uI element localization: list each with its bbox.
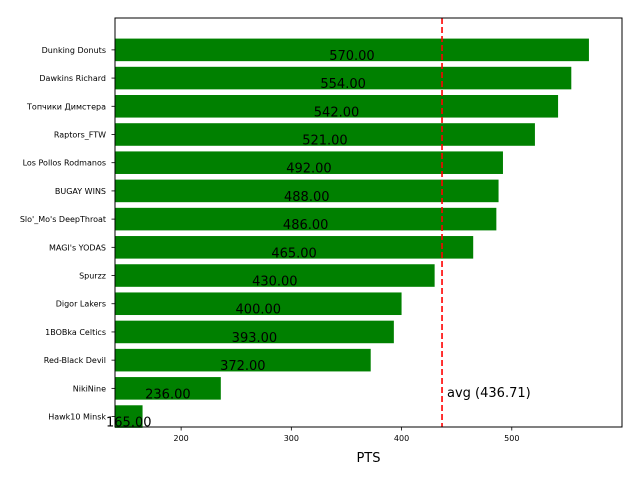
bar-value-label: 465.00 <box>271 246 317 261</box>
bar-value-label: 554.00 <box>320 77 366 92</box>
bar <box>115 292 402 316</box>
bar-value-label: 430.00 <box>252 275 298 290</box>
bar <box>115 207 497 231</box>
bar-value-label: 486.00 <box>283 218 329 233</box>
bar <box>115 66 572 90</box>
bar-value-label: 492.00 <box>286 162 332 177</box>
bar <box>115 320 394 344</box>
bar <box>115 179 499 203</box>
category-label: Hawk10 Minsk <box>48 413 106 422</box>
category-label: 1BOBka Celtics <box>45 328 106 337</box>
category-label: Топчики Димстера <box>26 102 106 111</box>
bar <box>115 236 474 259</box>
x-tick-label: 200 <box>173 434 188 443</box>
bar <box>115 38 589 62</box>
bar-value-label: 521.00 <box>302 133 348 148</box>
category-label: Los Pollos Rodmanos <box>23 159 106 168</box>
bar-value-label: 165.00 <box>106 416 152 431</box>
plot-frame <box>114 17 623 428</box>
bar <box>115 405 143 428</box>
bar-value-label: 570.00 <box>329 49 375 64</box>
category-label: Red-Black Devil <box>44 356 106 365</box>
bar <box>115 377 221 400</box>
x-axis-ticks: 200 300 400 500 <box>173 427 519 443</box>
bar <box>115 151 503 174</box>
category-label: BUGAY WINS <box>55 187 106 196</box>
bar-value-label: 488.00 <box>284 190 330 205</box>
bar <box>115 264 435 287</box>
bar <box>115 123 535 146</box>
bar <box>115 95 559 118</box>
category-label: MAGI's YODAS <box>49 243 106 252</box>
x-axis-label: PTS <box>356 451 380 466</box>
category-label: Slo'_Mo's DeepThroat <box>20 215 106 224</box>
bars-group <box>115 38 589 428</box>
category-label: Spurzz <box>79 272 106 281</box>
category-label: Digor Lakers <box>56 300 106 309</box>
average-label: avg (436.71) <box>447 386 531 401</box>
bar-value-label: 236.00 <box>145 387 191 402</box>
value-labels-group: 570.00 554.00 542.00 521.00 492.00 488.00 486.… <box>106 49 375 431</box>
bar-value-label: 372.00 <box>220 359 266 374</box>
bar-value-label: 542.00 <box>314 105 360 120</box>
y-axis-ticks: Dunking Donuts Dawkins Richard Топчики Дим… <box>20 46 115 422</box>
bar-value-label: 393.00 <box>232 331 278 346</box>
bar-value-label: 400.00 <box>236 303 282 318</box>
category-label: Raptors_FTW <box>54 130 106 139</box>
category-label: Dunking Donuts <box>42 46 106 55</box>
bar <box>115 348 371 372</box>
category-label: NikiNine <box>73 384 106 393</box>
x-tick-label: 300 <box>284 434 299 443</box>
x-tick-label: 500 <box>504 434 519 443</box>
x-tick-label: 400 <box>394 434 409 443</box>
category-label: Dawkins Richard <box>39 74 106 83</box>
